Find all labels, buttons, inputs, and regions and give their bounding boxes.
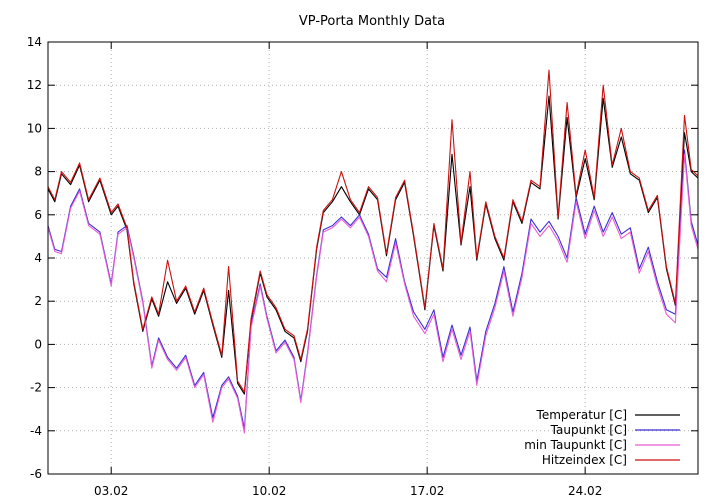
y-tick-label: 8 [34, 165, 42, 179]
legend-label: Taupunkt [C] [550, 423, 627, 437]
x-tick-label: 17.02 [410, 484, 444, 498]
series-lines [48, 69, 698, 434]
plot-frame [47, 41, 699, 475]
y-tick-label: 4 [34, 251, 42, 265]
legend-label: Hitzeindex [C] [542, 453, 627, 467]
y-tick-label: 0 [34, 337, 42, 351]
y-tick-label: 10 [27, 121, 42, 135]
grid [48, 42, 698, 474]
y-tick-label: 6 [34, 208, 42, 222]
series-line-min-taupunkt [48, 153, 698, 434]
y-tick-label: 12 [27, 78, 42, 92]
y-tick-label: -4 [30, 424, 42, 438]
y-tick-label: -6 [30, 467, 42, 481]
legend-label: Temperatur [C] [536, 408, 627, 422]
x-tick-label: 24.02 [568, 484, 602, 498]
y-tick-label: -2 [30, 381, 42, 395]
x-tick-label: 10.02 [252, 484, 286, 498]
legend: Temperatur [C]Taupunkt [C]min Taupunkt [… [524, 408, 680, 467]
series-line-hitzeindex [48, 69, 698, 393]
legend-label: min Taupunkt [C] [524, 438, 627, 452]
chart-title: VP-Porta Monthly Data [299, 14, 445, 29]
y-tick-label: 14 [27, 35, 42, 49]
series-line-temperatur [48, 95, 698, 395]
axes: -6 -4 -2 0 2 4 6 8 10 12 14 03.02 10.02 17.02 24.02 [27, 35, 698, 498]
x-tick-label: 03.02 [94, 484, 128, 498]
y-tick-label: 2 [34, 294, 42, 308]
